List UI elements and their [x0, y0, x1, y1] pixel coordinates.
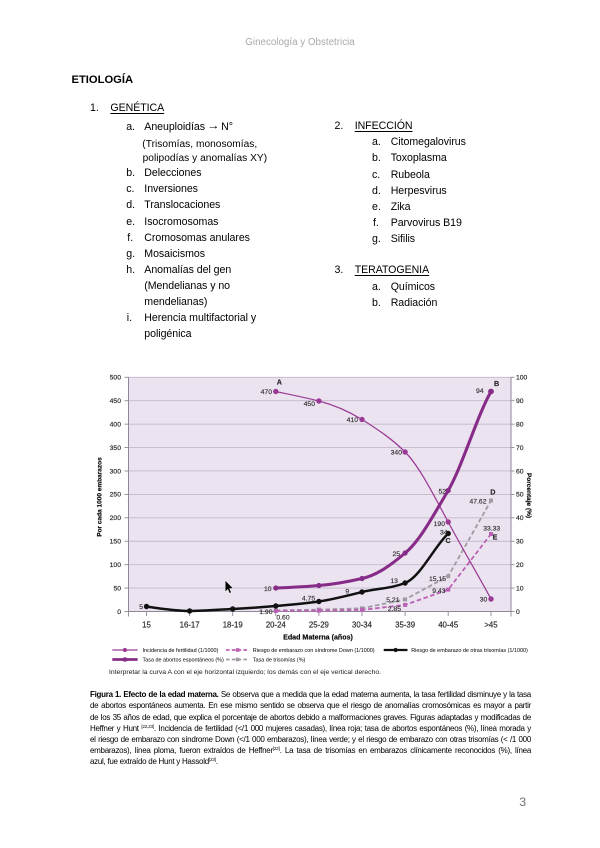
svg-text:450: 450: [110, 398, 122, 405]
svg-text:>45: >45: [484, 621, 498, 630]
svg-text:0.60: 0.60: [276, 614, 289, 621]
svg-text:350: 350: [110, 445, 122, 452]
svg-text:400: 400: [110, 421, 122, 428]
svg-text:Tasa de trisomías (%): Tasa de trisomías (%): [253, 658, 306, 664]
svg-text:Riesgo de embarazo de otras tr: Riesgo de embarazo de otras trisomías (1…: [411, 648, 528, 654]
svg-text:Interpretar la curva A con el: Interpretar la curva A con el eje horizo…: [109, 669, 381, 676]
svg-text:10: 10: [264, 586, 272, 593]
svg-text:10: 10: [516, 585, 524, 592]
svg-text:35-39: 35-39: [395, 621, 415, 630]
svg-text:20: 20: [516, 562, 524, 569]
svg-text:150: 150: [110, 539, 122, 546]
svg-text:200: 200: [110, 515, 122, 522]
svg-text:Porcentaje (%): Porcentaje (%): [525, 473, 532, 518]
svg-text:50: 50: [516, 492, 524, 499]
svg-text:0: 0: [117, 609, 121, 616]
svg-text:25-29: 25-29: [309, 621, 329, 630]
svg-text:5.21: 5.21: [386, 597, 399, 604]
svg-text:Por cada 1000 embarazos: Por cada 1000 embarazos: [97, 457, 104, 537]
svg-text:300: 300: [110, 468, 122, 475]
svg-text:0: 0: [516, 609, 520, 616]
svg-text:2.85: 2.85: [388, 606, 401, 613]
svg-text:30: 30: [516, 539, 524, 546]
svg-text:E: E: [493, 533, 498, 542]
svg-text:Incidencia de fertilidad (1/10: Incidencia de fertilidad (1/1000): [143, 648, 219, 654]
svg-text:9.43: 9.43: [432, 588, 445, 595]
svg-text:A: A: [277, 378, 282, 387]
svg-text:250: 250: [110, 492, 122, 499]
svg-text:60: 60: [516, 468, 524, 475]
svg-text:15.15: 15.15: [429, 576, 446, 583]
svg-text:94: 94: [476, 388, 484, 395]
svg-text:18-19: 18-19: [223, 621, 243, 630]
svg-text:4.75: 4.75: [302, 595, 315, 602]
svg-text:15: 15: [142, 621, 151, 630]
svg-text:25: 25: [392, 551, 400, 558]
svg-text:190: 190: [434, 521, 446, 528]
svg-text:47.62: 47.62: [469, 498, 486, 505]
svg-text:9: 9: [345, 588, 349, 595]
svg-text:20-24: 20-24: [266, 621, 287, 630]
svg-text:B: B: [494, 379, 499, 388]
svg-text:50: 50: [113, 585, 121, 592]
svg-text:100: 100: [516, 375, 528, 382]
svg-text:90: 90: [516, 398, 524, 405]
svg-text:13: 13: [390, 578, 398, 585]
svg-text:340: 340: [391, 450, 403, 457]
svg-text:33.33: 33.33: [483, 525, 500, 532]
svg-text:5: 5: [139, 604, 143, 611]
svg-text:40: 40: [516, 515, 524, 522]
svg-text:30: 30: [480, 597, 488, 604]
svg-text:Edad Materna (años): Edad Materna (años): [283, 633, 353, 641]
svg-text:34: 34: [440, 529, 448, 536]
svg-text:C: C: [446, 536, 451, 545]
svg-text:1.90: 1.90: [259, 609, 272, 616]
svg-text:70: 70: [516, 445, 524, 452]
svg-text:16-17: 16-17: [180, 621, 200, 630]
svg-text:Tasa de abortos espontáneos (%: Tasa de abortos espontáneos (%): [143, 658, 224, 664]
svg-text:500: 500: [110, 375, 122, 382]
svg-text:40-45: 40-45: [438, 621, 459, 630]
svg-text:80: 80: [516, 421, 524, 428]
svg-text:30-34: 30-34: [352, 621, 373, 630]
svg-text:52: 52: [438, 488, 446, 495]
svg-text:410: 410: [347, 417, 359, 424]
svg-text:100: 100: [110, 562, 122, 569]
svg-text:450: 450: [304, 401, 316, 408]
svg-text:D: D: [490, 487, 495, 496]
svg-text:470: 470: [261, 389, 273, 396]
svg-text:Riesgo de embarazo con síndrom: Riesgo de embarazo con síndrome Down (1/…: [253, 648, 375, 654]
